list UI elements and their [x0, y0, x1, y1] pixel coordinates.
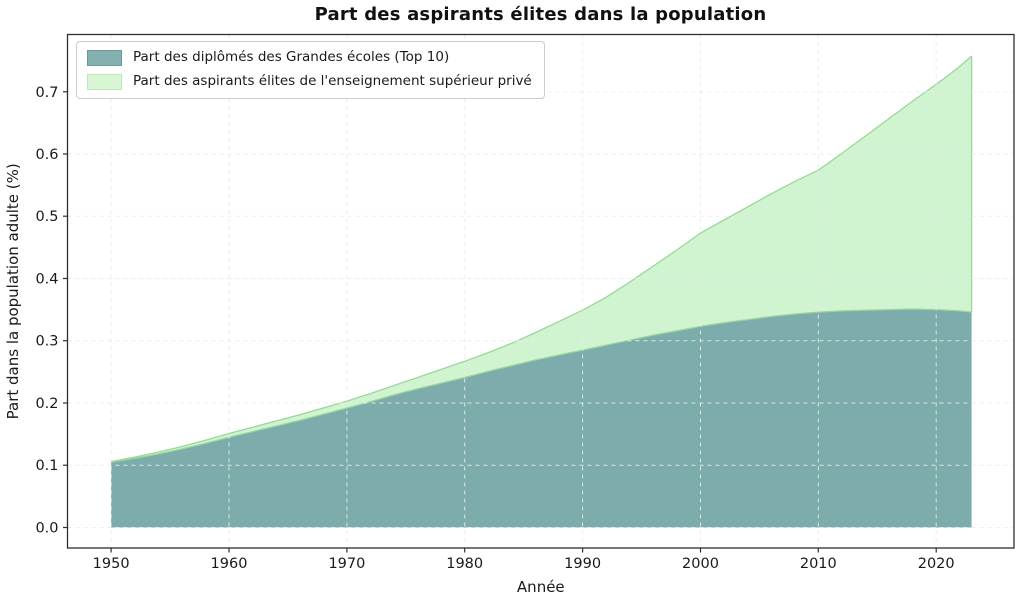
area-aspirants-prive [110, 55, 973, 463]
y-tick-label: 0.4 [35, 272, 58, 288]
legend: Part des diplômés des Grandes écoles (To… [76, 41, 545, 99]
plot-border [66, 33, 1015, 549]
legend-label-grandes-ecoles: Part des diplômés des Grandes écoles (To… [133, 49, 450, 66]
x-tick-label: 2020 [918, 556, 955, 572]
x-tick-label: 1950 [93, 556, 130, 572]
x-tick-label: 1980 [446, 556, 483, 572]
legend-swatch-prive [87, 74, 122, 90]
area-grandes-ecoles [111, 309, 972, 528]
legend-swatch-grandes-ecoles [87, 50, 122, 66]
y-axis-label: Part dans la population adulte (%) [4, 163, 22, 419]
legend-label-prive: Part des aspirants élites de l'enseignem… [133, 73, 532, 90]
y-tick-label: 0.0 [35, 521, 58, 537]
y-tick-label: 0.3 [35, 334, 58, 350]
x-tick-label: 1960 [211, 556, 248, 572]
x-axis: 1950 1960 1970 1980 1990 2000 2010 2020 [93, 548, 955, 572]
y-tick-label: 0.7 [35, 85, 58, 101]
areas [110, 55, 973, 528]
gridlines [67, 34, 1014, 548]
legend-item-grandes-ecoles: Part des diplômés des Grandes écoles (To… [87, 50, 532, 66]
legend-item-prive: Part des aspirants élites de l'enseignem… [87, 74, 532, 90]
x-tick-label: 2000 [682, 556, 719, 572]
y-tick-label: 0.5 [35, 209, 58, 225]
y-tick-label: 0.2 [35, 396, 58, 412]
y-tick-label: 0.6 [35, 147, 58, 163]
x-tick-label: 1990 [564, 556, 601, 572]
x-tick-label: 2010 [800, 556, 837, 572]
y-axis: 0.0 0.1 0.2 0.3 0.4 0.5 0.6 0.7 [35, 85, 68, 537]
chart-title: Part des aspirants élites dans la popula… [314, 4, 767, 25]
y-tick-label: 0.1 [35, 458, 58, 474]
x-tick-label: 1970 [328, 556, 365, 572]
x-axis-label: Année [517, 578, 565, 596]
